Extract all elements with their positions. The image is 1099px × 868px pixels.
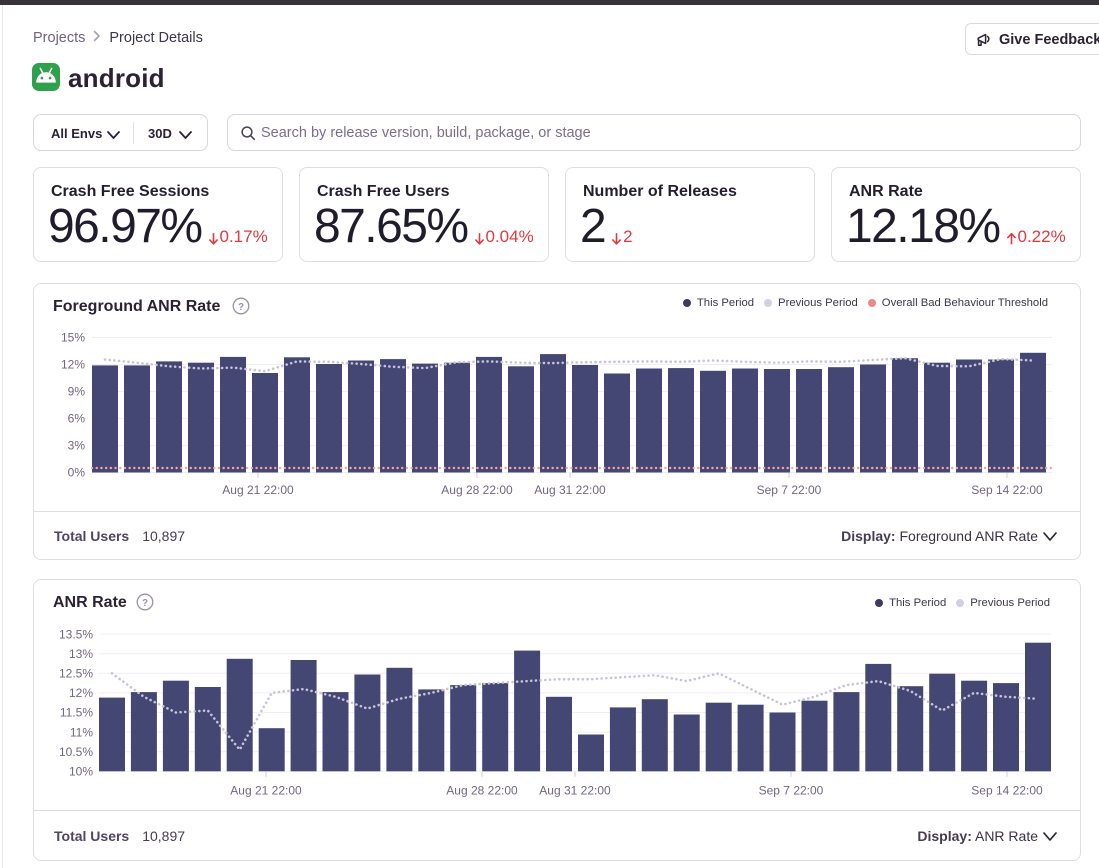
- svg-text:Aug 31 22:00: Aug 31 22:00: [534, 483, 606, 497]
- svg-text:9%: 9%: [68, 385, 86, 399]
- svg-text:12%: 12%: [69, 686, 93, 700]
- svg-text:Sep 7 22:00: Sep 7 22:00: [759, 783, 824, 797]
- svg-text:10%: 10%: [69, 765, 93, 779]
- svg-text:Aug 31 22:00: Aug 31 22:00: [539, 783, 611, 797]
- svg-text:Sep 14 22:00: Sep 14 22:00: [971, 483, 1043, 497]
- svg-text:0%: 0%: [68, 466, 86, 480]
- svg-text:12.5%: 12.5%: [59, 667, 93, 681]
- svg-text:13.5%: 13.5%: [59, 627, 93, 641]
- svg-text:13%: 13%: [69, 647, 93, 661]
- svg-text:?: ?: [238, 302, 244, 313]
- svg-text:Aug 28 22:00: Aug 28 22:00: [441, 483, 513, 497]
- svg-text:6%: 6%: [68, 412, 86, 426]
- svg-text:12%: 12%: [61, 358, 85, 372]
- svg-text:Sep 7 22:00: Sep 7 22:00: [757, 483, 822, 497]
- svg-text:11.5%: 11.5%: [60, 706, 93, 720]
- svg-text:3%: 3%: [68, 439, 86, 453]
- svg-text:Sep 14 22:00: Sep 14 22:00: [971, 783, 1043, 797]
- svg-text:Aug 21 22:00: Aug 21 22:00: [222, 483, 294, 497]
- svg-text:11%: 11%: [70, 725, 93, 739]
- svg-text:Aug 21 22:00: Aug 21 22:00: [230, 783, 302, 797]
- svg-text:Aug 28 22:00: Aug 28 22:00: [446, 783, 518, 797]
- svg-text:10.5%: 10.5%: [59, 745, 93, 759]
- svg-text:?: ?: [142, 598, 148, 609]
- svg-text:15%: 15%: [61, 331, 85, 345]
